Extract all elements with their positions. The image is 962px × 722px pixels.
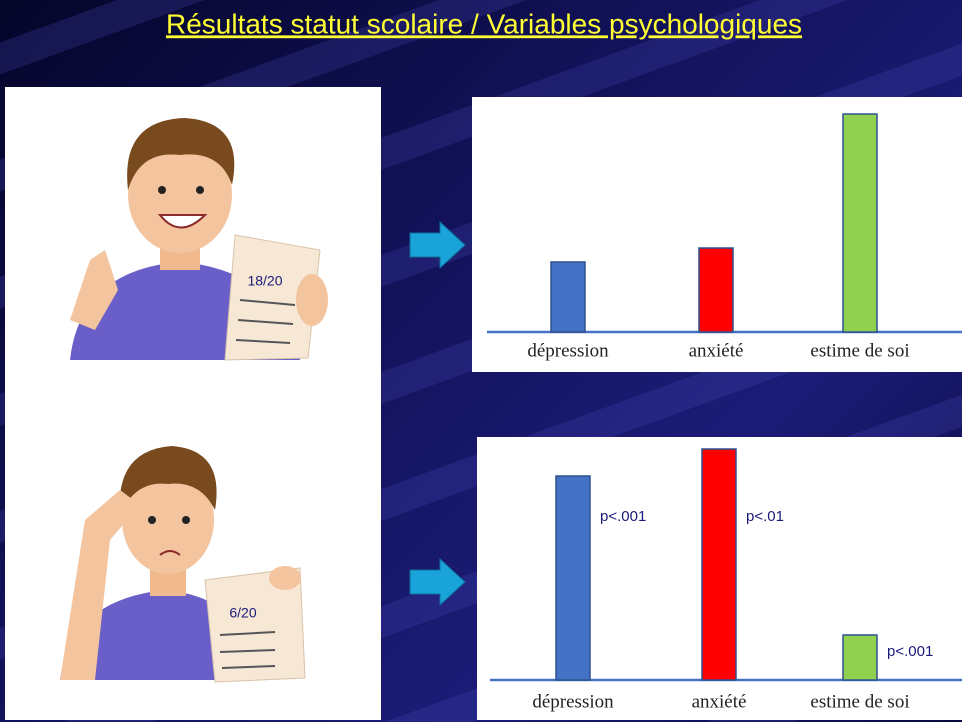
slide-canvas: Résultats statut scolaire / Variables ps… [0, 0, 962, 722]
bar [551, 262, 585, 332]
bar [556, 476, 590, 680]
arrow [410, 559, 465, 605]
category-label: anxiété [692, 691, 747, 712]
p-value: p<.001 [600, 508, 646, 525]
arrow [410, 222, 465, 268]
category-label: estime de soi [810, 340, 909, 361]
bar [843, 635, 877, 680]
category-label: estime de soi [810, 691, 909, 712]
p-value: p<.01 [746, 508, 784, 525]
category-label: dépression [527, 340, 609, 361]
bar [699, 248, 733, 332]
bar [702, 449, 736, 680]
paper-grade: 18/20 [247, 273, 282, 289]
p-value: p<.001 [887, 643, 933, 660]
category-label: anxiété [689, 340, 744, 361]
slide: Résultats statut scolaire / Variables ps… [0, 0, 962, 722]
slide-title: Résultats statut scolaire / Variables ps… [166, 8, 802, 39]
paper-grade: 6/20 [229, 605, 256, 621]
category-label: dépression [532, 691, 614, 712]
bar [843, 114, 877, 332]
